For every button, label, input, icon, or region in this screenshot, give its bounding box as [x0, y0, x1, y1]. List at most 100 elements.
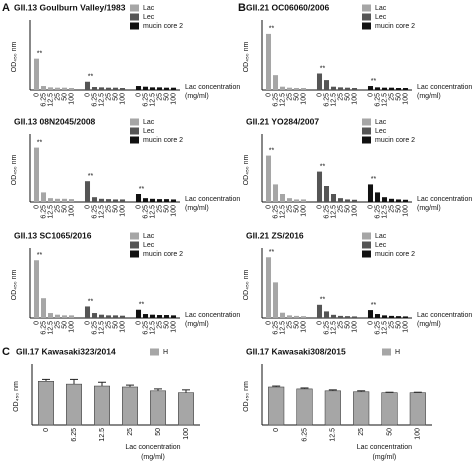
bar: [170, 87, 177, 90]
x-tick-label: 0: [273, 428, 280, 432]
significance-label: **: [320, 163, 326, 170]
bar: [272, 282, 279, 318]
legend-swatch: [362, 250, 371, 258]
bar: [54, 314, 61, 318]
x-tick-label: 6.25: [374, 93, 381, 107]
x-tick-label: 6.25: [91, 93, 98, 107]
x-tick-label: 0: [135, 321, 142, 325]
x-tick-label: 100: [300, 205, 307, 217]
x-tick-label: 100: [402, 93, 409, 105]
legend-label: mucin core 2: [143, 251, 183, 258]
x-tick-label: 25: [358, 428, 365, 436]
x-tick-label: 0: [135, 93, 142, 97]
bar: [367, 86, 374, 90]
x-tick-label: 6.25: [272, 205, 279, 219]
legend-label: mucin core 2: [375, 137, 415, 144]
legend-swatch: [362, 127, 371, 135]
x-tick-label: 0: [367, 93, 374, 97]
y-axis-label: OD₄₅₀ nm: [243, 41, 250, 72]
bar: [402, 199, 409, 202]
x-tick-label: 0: [316, 205, 323, 209]
chart-title: GII.13 SC1065/2016: [14, 230, 92, 240]
bar: [84, 181, 91, 202]
legend-label: Lac: [143, 5, 155, 12]
bar: [330, 86, 337, 90]
legend-label: mucin core 2: [143, 23, 183, 30]
bar: [344, 87, 351, 90]
legend-label: Lec: [143, 128, 155, 135]
legend-label: H: [163, 349, 168, 356]
panel-letter: C: [2, 346, 10, 358]
x-axis-unit: (mg/ml): [185, 205, 209, 212]
panel-letter: A: [2, 2, 10, 14]
x-tick-label: 100: [170, 321, 177, 333]
x-tick-label: 12.5: [330, 93, 337, 107]
x-axis-label: Lac concentration: [185, 84, 240, 91]
bar: [388, 87, 395, 90]
legend-swatch: [130, 127, 139, 135]
x-tick-label: 12.5: [330, 321, 337, 335]
x-tick-label: 25: [388, 205, 395, 213]
x-axis-unit: (mg/ml): [141, 454, 165, 461]
bar: [367, 310, 374, 318]
x-tick-label: 25: [337, 205, 344, 213]
bar: [54, 198, 61, 202]
bar: [163, 199, 170, 202]
legend-swatch: [130, 13, 139, 21]
legend-swatch: [362, 136, 371, 144]
x-tick-label: 50: [112, 205, 119, 213]
bar: [112, 199, 119, 202]
bar: [149, 198, 156, 202]
significance-label: **: [269, 147, 275, 154]
bar: [37, 380, 54, 426]
x-tick-label: 100: [68, 321, 75, 333]
x-tick-label: 12.5: [149, 321, 156, 335]
bar: [61, 87, 68, 90]
legend-swatch: [130, 4, 139, 12]
bar: [330, 314, 337, 318]
legend-label: Lac: [143, 119, 155, 126]
bar: [402, 316, 409, 318]
x-tick-label: 12.5: [99, 428, 106, 442]
x-tick-label: 50: [344, 321, 351, 329]
bar: [337, 87, 344, 90]
bar: [323, 186, 330, 202]
bar: [94, 385, 111, 426]
bar: [300, 199, 307, 202]
x-tick-label: 6.25: [142, 321, 149, 335]
bar: [265, 257, 272, 318]
bar: [402, 88, 409, 90]
bar: [351, 199, 358, 202]
bar: [374, 87, 381, 90]
chart-title: GII.21 ZS/2016: [246, 230, 304, 240]
bar: [286, 198, 293, 202]
legend-label: Lec: [375, 14, 387, 21]
x-tick-label: 50: [293, 93, 300, 101]
bar: [409, 392, 426, 426]
x-tick-label: 50: [61, 321, 68, 329]
y-axis-label: OD₄₅₀ nm: [11, 269, 18, 300]
x-tick-label: 6.25: [40, 321, 47, 335]
legend-label: Lec: [375, 128, 387, 135]
bar: [47, 87, 54, 90]
bar: [156, 315, 163, 318]
bar: [293, 315, 300, 318]
y-axis-label: OD₄₅₀ nm: [243, 269, 250, 300]
bar: [142, 86, 149, 90]
x-tick-label: 0: [84, 321, 91, 325]
y-axis-label: OD₄₅₀ nm: [243, 154, 250, 185]
x-tick-label: 50: [344, 205, 351, 213]
x-tick-label: 100: [119, 93, 126, 105]
x-tick-label: 6.25: [323, 321, 330, 335]
chart-title: GII.13 Goulburn Valley/1983: [14, 2, 126, 12]
bar: [142, 314, 149, 318]
legend-swatch: [130, 241, 139, 249]
x-axis-unit: (mg/ml): [417, 205, 441, 212]
bar: [170, 315, 177, 318]
x-tick-label: 0: [43, 428, 50, 432]
bar: [47, 313, 54, 318]
x-tick-label: 0: [33, 93, 40, 97]
significance-label: **: [371, 176, 377, 183]
x-tick-label: 12.5: [47, 321, 54, 335]
